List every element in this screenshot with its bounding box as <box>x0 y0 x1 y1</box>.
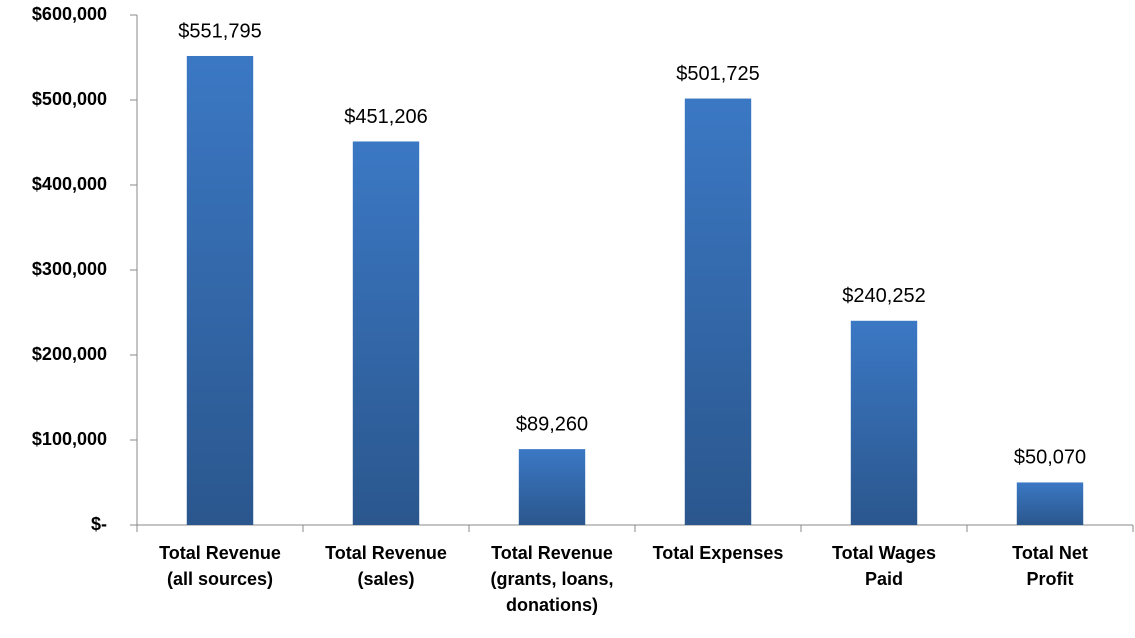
y-tick-label: $- <box>91 514 107 534</box>
bar-shade <box>186 55 254 526</box>
y-tick-label: $500,000 <box>32 89 107 109</box>
y-tick-label: $600,000 <box>32 4 107 24</box>
value-label: $240,252 <box>842 285 925 307</box>
value-label: $551,795 <box>178 20 261 42</box>
x-tick-label: Total Wages Paid <box>831 543 936 589</box>
bar-shade <box>352 141 420 525</box>
bar-shade <box>684 98 752 525</box>
x-tick-label: Total Revenue (all sources) <box>159 543 281 589</box>
value-label: $451,206 <box>344 106 427 128</box>
value-label: $89,260 <box>516 413 588 435</box>
x-tick-label: Total Revenue (sales) <box>325 543 447 589</box>
x-tick-label: Total Net Profit <box>1012 543 1088 589</box>
y-tick-label: $400,000 <box>32 174 107 194</box>
bar-shade <box>850 320 918 525</box>
y-tick-label: $200,000 <box>32 344 107 364</box>
value-label: $501,725 <box>676 63 759 85</box>
y-tick-label: $100,000 <box>32 429 107 449</box>
value-label: $50,070 <box>1014 447 1086 469</box>
x-tick-label: Total Revenue (grants, loans, donations) <box>490 543 614 615</box>
bar-shade <box>518 449 586 525</box>
x-tick-label: Total Expenses <box>652 543 784 563</box>
bar-shade <box>1016 482 1084 525</box>
y-tick-label: $300,000 <box>32 259 107 279</box>
